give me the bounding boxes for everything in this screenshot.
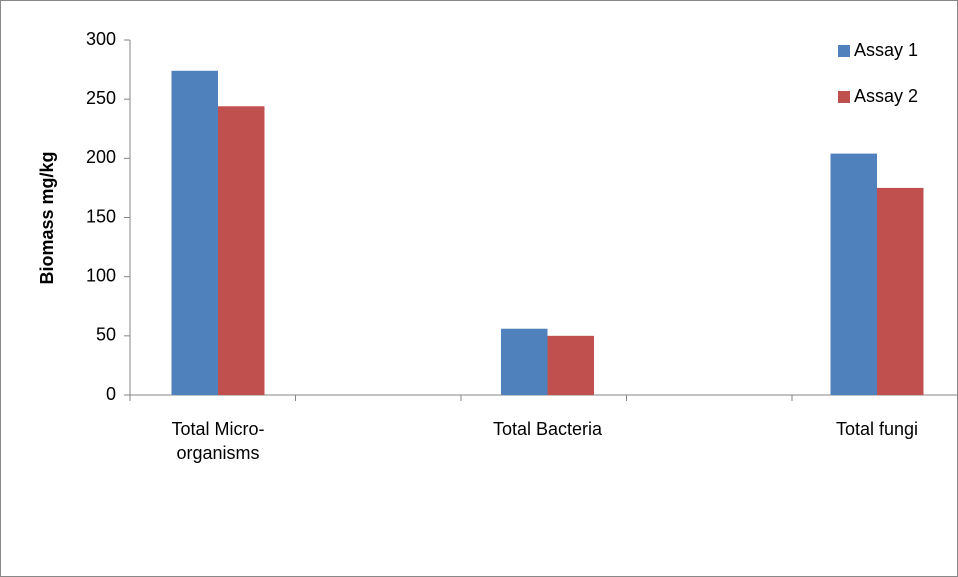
legend-label: Assay 2: [854, 86, 918, 106]
y-tick-label: 100: [86, 265, 116, 285]
x-tick-label: Total Micro-organisms: [171, 419, 265, 463]
y-tick-label: 300: [86, 29, 116, 49]
y-tick-label: 50: [96, 325, 116, 345]
x-tick-label: Total fungi: [835, 419, 919, 439]
legend-swatch: [838, 91, 850, 103]
legend-label: Assay 1: [854, 40, 918, 60]
bar: [171, 70, 218, 396]
y-tick-label: 150: [86, 206, 116, 226]
y-tick-label: 250: [86, 88, 116, 108]
x-tick-label: Total Bacteria: [492, 419, 603, 439]
y-tick-label: 200: [86, 147, 116, 167]
bar: [218, 106, 265, 396]
y-axis-title: Biomass mg/kg: [37, 151, 57, 284]
bar: [501, 328, 548, 395]
bar: [877, 187, 924, 395]
bar: [547, 335, 594, 395]
y-tick-label: 0: [106, 384, 116, 404]
bar: [830, 153, 877, 395]
legend-swatch: [838, 45, 850, 57]
